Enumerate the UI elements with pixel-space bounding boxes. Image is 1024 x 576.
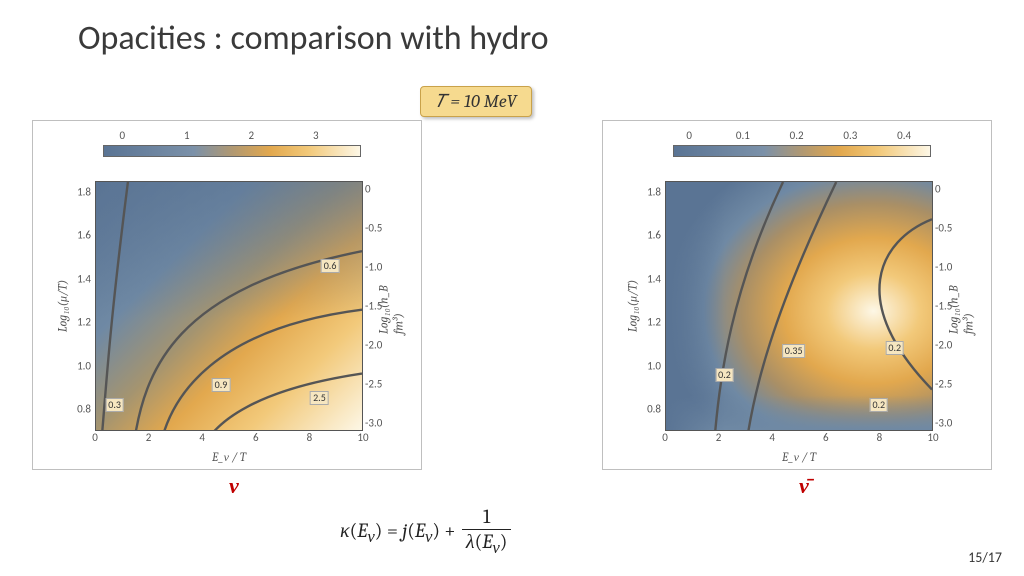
contour-label: 0.3 <box>105 398 124 412</box>
contour-label: 0.35 <box>782 344 806 358</box>
x-tick: 0 <box>662 431 668 444</box>
colorbar-gradient-nu <box>103 145 361 157</box>
contour-label: 2.5 <box>310 391 329 405</box>
contour-label: 0.2 <box>715 368 734 382</box>
y2-tick: 0 <box>935 182 965 195</box>
slide-title: Opacities : comparison with hydro <box>78 18 549 59</box>
y2-tick: -2.0 <box>935 339 965 352</box>
y-tick: 1.4 <box>61 272 91 285</box>
x-tick: 10 <box>357 431 368 444</box>
x-tick: 0 <box>92 431 98 444</box>
equation: κ(Eν) = j(Eν) + 1 λ(Eν) <box>340 507 513 558</box>
y-tick: 1.6 <box>61 229 91 242</box>
panel-row: 0123 Log₁₀(μ/T) 0.81.01.21.41.61.8 0.30.… <box>32 120 992 470</box>
x-tick: 8 <box>877 431 883 444</box>
x-tick: 2 <box>146 431 152 444</box>
y2-tick: -0.5 <box>365 221 395 234</box>
temperature-badge: 𝑇 = 10 MeV <box>420 86 532 117</box>
eq-lhs: κ(Eν) = j(Eν) + <box>340 519 460 542</box>
y2-tick: 0 <box>365 182 395 195</box>
x-tick: 6 <box>253 431 259 444</box>
caption-nubar: ν̄ <box>799 473 809 499</box>
y2-tick: -0.5 <box>935 221 965 234</box>
plot-area-nubar: 0.2 0.35 0.2 0.2 <box>665 181 933 431</box>
y-tick: 1.4 <box>631 272 661 285</box>
colorbar-nu: 0 1 2 3 <box>103 129 361 165</box>
panel-nubar: 00.10.20.30.4 Log₁₀(μ/T) 0.81.01.21.41.6… <box>602 120 992 470</box>
y2-tick: -2.5 <box>365 378 395 391</box>
page-total: 17 <box>988 549 1002 566</box>
contour-label: 0.6 <box>321 259 340 273</box>
colorbar-nubar: 0 0.1 0.2 0.3 0.4 <box>673 129 931 165</box>
contour-label: 0.2 <box>869 398 888 412</box>
contour-label: 0.9 <box>212 378 231 392</box>
contour-label: 0.2 <box>885 341 904 355</box>
x-axis-nubar: E_ν / T 0246810 <box>665 431 933 463</box>
colorbar-tick: 1 <box>184 129 190 142</box>
caption-nu: ν <box>229 473 239 499</box>
x-tick: 10 <box>927 431 938 444</box>
y2-tick: -1.0 <box>935 260 965 273</box>
colorbar-tick: 0.1 <box>736 129 750 142</box>
x-label: E_ν / T <box>212 450 246 465</box>
colorbar-tick: 0.2 <box>790 129 804 142</box>
panel-nu: 0123 Log₁₀(μ/T) 0.81.01.21.41.61.8 0.30.… <box>32 120 422 470</box>
x-tick: 4 <box>769 431 775 444</box>
y-tick: 1.2 <box>631 316 661 329</box>
x-tick: 6 <box>823 431 829 444</box>
y-tick: 1.0 <box>631 359 661 372</box>
x-tick: 4 <box>199 431 205 444</box>
colorbar-tick: 3 <box>313 129 319 142</box>
y-tick: 1.6 <box>631 229 661 242</box>
eq-numerator: 1 <box>462 507 511 530</box>
colorbar-ticks-nubar: 0 0.1 0.2 0.3 0.4 <box>673 129 931 143</box>
eq-denominator: λ(Eν) <box>462 530 511 558</box>
colorbar-gradient-nubar <box>673 145 931 157</box>
colorbar-tick: 0 <box>686 129 692 142</box>
y-tick: 0.8 <box>631 403 661 416</box>
y2-tick: -2.5 <box>935 378 965 391</box>
x-label: E_ν / T <box>782 450 816 465</box>
x-axis-nu: E_ν / T 0246810 <box>95 431 363 463</box>
y-left-axis-nubar: Log₁₀(μ/T) 0.81.01.21.41.61.8 <box>611 181 665 431</box>
y-right-axis-nu: Log₁₀(n_B fm³) 0-0.5-1.0-1.5-2.0-2.5-3.0 <box>363 181 415 431</box>
page-current: 15 <box>968 549 982 566</box>
y-tick: 1.8 <box>631 185 661 198</box>
colorbar-ticks-nu: 0 1 2 3 <box>103 129 361 143</box>
eq-fraction: 1 λ(Eν) <box>462 507 511 558</box>
colorbar-tick: 2 <box>249 129 255 142</box>
plot-area-nu: 0.3 0.6 0.9 2.5 <box>95 181 363 431</box>
x-tick: 8 <box>307 431 313 444</box>
y2-tick: -2.0 <box>365 339 395 352</box>
colorbar-tick: 0.3 <box>843 129 857 142</box>
y2-tick: -3.0 <box>935 417 965 430</box>
y2-tick: -1.0 <box>365 260 395 273</box>
y-right-axis-nubar: Log₁₀(n_B fm³) 0-0.5-1.0-1.5-2.0-2.5-3.0 <box>933 181 985 431</box>
page-number: 15/17 <box>968 549 1002 566</box>
heatmap-nubar <box>666 182 932 430</box>
y-tick: 1.0 <box>61 359 91 372</box>
y2-tick: -1.5 <box>935 300 965 313</box>
y2-tick: -3.0 <box>365 417 395 430</box>
colorbar-tick: 0.4 <box>897 129 911 142</box>
colorbar-tick: 0 <box>120 129 126 142</box>
y-tick: 1.2 <box>61 316 91 329</box>
y2-tick: -1.5 <box>365 300 395 313</box>
x-tick: 2 <box>716 431 722 444</box>
y-tick: 0.8 <box>61 403 91 416</box>
y-tick: 1.8 <box>61 185 91 198</box>
y-left-axis-nu: Log₁₀(μ/T) 0.81.01.21.41.61.8 <box>41 181 95 431</box>
